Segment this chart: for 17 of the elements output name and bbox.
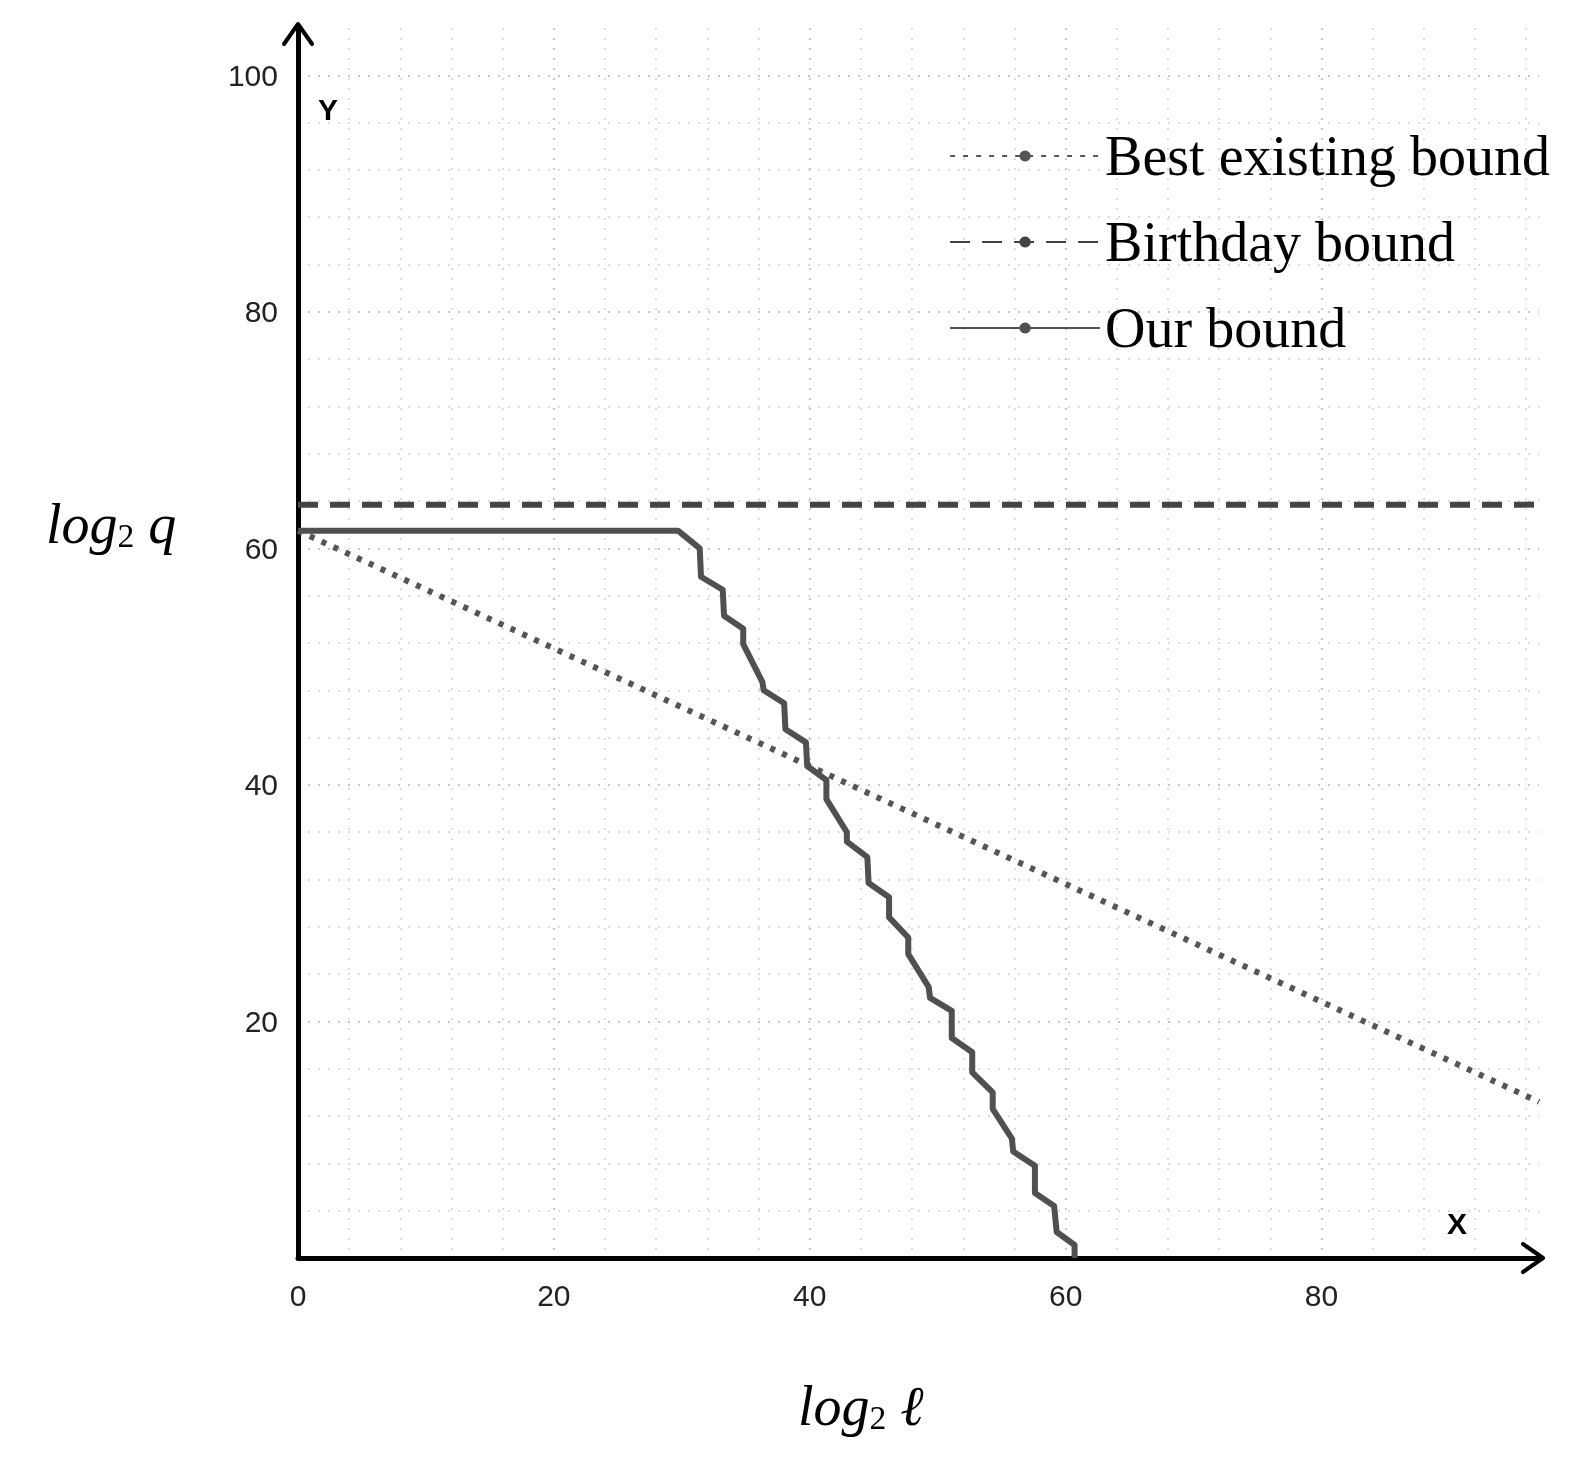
- y-tick-label: 80: [244, 295, 278, 329]
- annotation: X: [1446, 1206, 1468, 1240]
- y-axis-title: log2 q: [46, 493, 177, 555]
- x-tick-label: 0: [289, 1278, 307, 1312]
- legend-label: Our bound: [1105, 297, 1347, 359]
- legend-label: Birthday bound: [1105, 211, 1456, 273]
- y-tick-label: 60: [244, 531, 278, 565]
- y-tick-label: 20: [244, 1004, 278, 1038]
- y-tick-label: 100: [227, 58, 278, 92]
- x-tick-label: 60: [1048, 1278, 1083, 1312]
- y-tick-label: 40: [244, 768, 278, 802]
- legend-label: Best existing bound: [1105, 125, 1551, 187]
- x-tick-label: 40: [793, 1278, 827, 1312]
- x-axis-title: log2 ℓ: [798, 1375, 925, 1437]
- x-tick-label: 80: [1304, 1278, 1339, 1312]
- annotation: Y: [318, 92, 339, 126]
- x-tick-label: 20: [537, 1278, 571, 1312]
